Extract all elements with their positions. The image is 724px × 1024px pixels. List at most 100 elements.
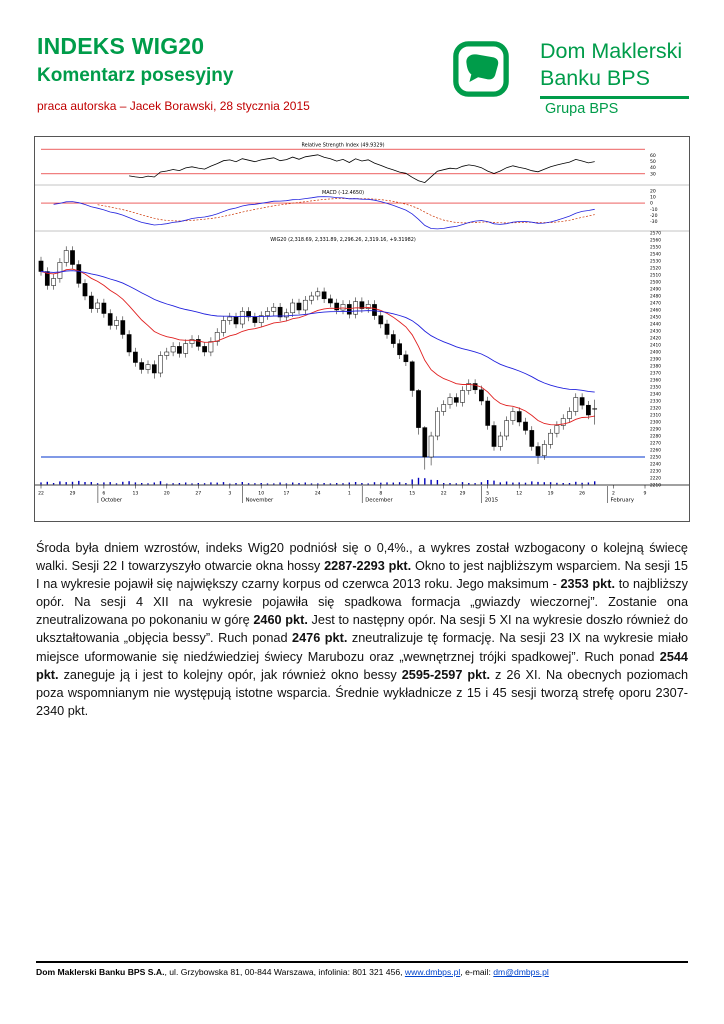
- svg-text:2310: 2310: [650, 413, 661, 419]
- brand-group-label: Grupa BPS: [545, 101, 619, 117]
- svg-text:27: 27: [195, 491, 201, 497]
- svg-text:13: 13: [132, 491, 138, 497]
- svg-text:2500: 2500: [650, 280, 661, 286]
- bps-logo-icon: [453, 41, 509, 97]
- svg-text:29: 29: [70, 491, 76, 497]
- svg-text:2460: 2460: [650, 308, 661, 314]
- svg-text:-10: -10: [650, 207, 658, 213]
- price-panel: 2210222022302240225022602270228022902300…: [38, 231, 661, 489]
- macd-signal-line: [97, 198, 595, 224]
- svg-text:2270: 2270: [650, 441, 661, 447]
- svg-text:2290: 2290: [650, 427, 661, 433]
- rsi-line: [129, 154, 595, 184]
- svg-text:26: 26: [579, 491, 585, 497]
- svg-text:2015: 2015: [485, 498, 498, 504]
- svg-text:2430: 2430: [650, 329, 661, 335]
- svg-text:2540: 2540: [650, 252, 661, 258]
- svg-text:8: 8: [379, 491, 382, 497]
- svg-text:10: 10: [258, 491, 264, 497]
- ema15-line: [40, 268, 595, 426]
- svg-text:2510: 2510: [650, 273, 661, 279]
- svg-text:9: 9: [644, 491, 647, 497]
- footer-website-link[interactable]: www.dmbps.pl: [404, 967, 461, 977]
- svg-text:40: 40: [650, 165, 656, 171]
- svg-text:5: 5: [486, 491, 489, 497]
- footer-text: Dom Maklerski Banku BPS S.A., ul. Grzybo…: [36, 967, 688, 977]
- svg-text:2450: 2450: [650, 315, 661, 321]
- svg-text:60: 60: [650, 153, 656, 159]
- svg-text:1: 1: [348, 491, 351, 497]
- svg-text:2320: 2320: [650, 406, 661, 412]
- svg-text:2370: 2370: [650, 371, 661, 377]
- svg-text:Relative Strength Index (49.93: Relative Strength Index (49.9329): [301, 143, 384, 149]
- svg-text:3: 3: [228, 491, 231, 497]
- candlestick-series: [38, 246, 598, 470]
- page-title: INDEKS WIG20: [37, 33, 205, 59]
- svg-text:19: 19: [548, 491, 554, 497]
- svg-text:2380: 2380: [650, 364, 661, 370]
- svg-text:2230: 2230: [650, 469, 661, 475]
- svg-text:2550: 2550: [650, 245, 661, 251]
- brand-name-line2: Banku BPS: [540, 66, 650, 90]
- svg-text:February: February: [611, 498, 634, 504]
- svg-text:22: 22: [441, 491, 447, 497]
- svg-text:2390: 2390: [650, 357, 661, 363]
- svg-text:December: December: [365, 498, 393, 504]
- svg-text:2300: 2300: [650, 420, 661, 426]
- svg-text:17: 17: [283, 491, 289, 497]
- volume-bars: [40, 477, 596, 485]
- svg-text:20: 20: [164, 491, 170, 497]
- svg-text:2530: 2530: [650, 259, 661, 265]
- svg-text:2570: 2570: [650, 231, 661, 237]
- svg-text:2280: 2280: [650, 434, 661, 440]
- svg-text:20: 20: [650, 188, 656, 194]
- svg-text:-30: -30: [650, 219, 658, 225]
- svg-text:22: 22: [38, 491, 44, 497]
- svg-text:-20: -20: [650, 213, 658, 219]
- svg-text:6: 6: [102, 491, 105, 497]
- footer-address: , ul. Grzybowska 81, 00-844 Warszawa, in…: [164, 967, 405, 977]
- svg-text:MACD (-12.4650): MACD (-12.4650): [322, 190, 364, 196]
- footer-email-link[interactable]: dm@dmbps.pl: [493, 967, 549, 977]
- time-axis: 22 29 6 13 20 27 3 10 17 24 1 8 15 22 29 5 12 19 26 2 9Octob…: [35, 484, 689, 504]
- svg-text:2440: 2440: [650, 322, 661, 328]
- svg-text:October: October: [101, 498, 123, 504]
- brand-divider: [540, 96, 689, 99]
- footer-email-label: , e-mail:: [460, 967, 494, 977]
- svg-text:30: 30: [650, 171, 656, 177]
- svg-text:2470: 2470: [650, 301, 661, 307]
- svg-text:15: 15: [409, 491, 415, 497]
- commentary-paragraph: Środa była dniem wzrostów, indeks Wig20 …: [36, 541, 689, 718]
- svg-text:10: 10: [650, 195, 656, 201]
- svg-text:50: 50: [650, 159, 656, 165]
- svg-text:2480: 2480: [650, 294, 661, 300]
- wig20-chart: 60 50 40 30 Relative Strength Index (49.9329…: [34, 136, 690, 522]
- svg-text:2: 2: [612, 491, 615, 497]
- svg-text:2490: 2490: [650, 287, 661, 293]
- svg-text:November: November: [246, 498, 274, 504]
- svg-text:2520: 2520: [650, 266, 661, 272]
- svg-text:2350: 2350: [650, 385, 661, 391]
- svg-text:2420: 2420: [650, 336, 661, 342]
- svg-text:0: 0: [650, 201, 653, 207]
- svg-text:2240: 2240: [650, 462, 661, 468]
- svg-text:2410: 2410: [650, 343, 661, 349]
- footer-company: Dom Maklerski Banku BPS S.A.: [36, 967, 165, 977]
- svg-text:2210: 2210: [650, 483, 661, 489]
- brand-name-line1: Dom Maklerski: [540, 39, 683, 63]
- svg-text:2400: 2400: [650, 350, 661, 356]
- ema45-line: [40, 270, 595, 393]
- page-subtitle: Komentarz posesyjny: [37, 65, 234, 86]
- svg-text:29: 29: [460, 491, 466, 497]
- svg-text:2340: 2340: [650, 392, 661, 398]
- brand-name: Dom Maklerski Banku BPS: [540, 38, 682, 92]
- macd-line: [53, 196, 595, 230]
- svg-text:24: 24: [315, 491, 321, 497]
- svg-text:2260: 2260: [650, 448, 661, 454]
- author-byline: praca autorska – Jacek Borawski, 28 styc…: [37, 99, 310, 113]
- svg-text:2360: 2360: [650, 378, 661, 384]
